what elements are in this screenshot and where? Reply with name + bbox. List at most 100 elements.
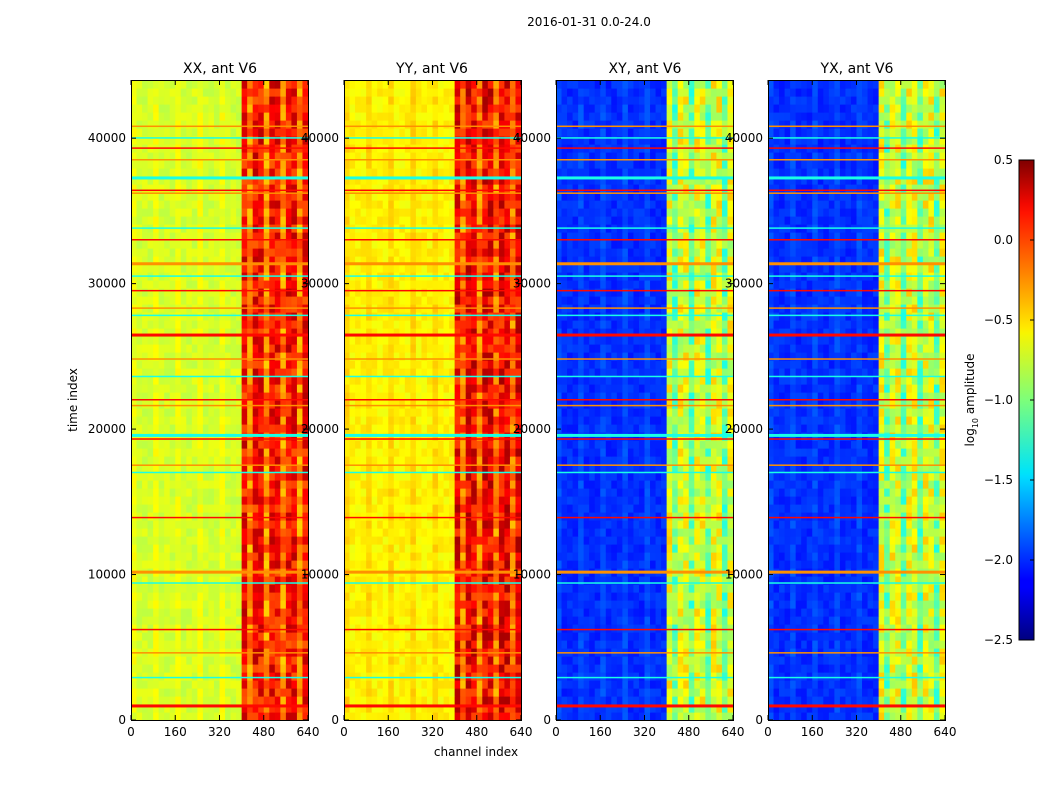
heatmap-cell: [366, 384, 373, 393]
heatmap-cell: [404, 384, 411, 393]
heatmap-cell: [371, 128, 378, 137]
heatmap-cell: [471, 248, 478, 257]
heatmap-cell: [393, 656, 400, 665]
heatmap-cell: [247, 328, 254, 337]
heatmap-cell: [197, 248, 204, 257]
heatmap-cell: [291, 296, 298, 305]
heatmap-cell: [438, 600, 445, 609]
heatmap-cell: [344, 384, 351, 393]
heatmap-cell: [443, 712, 450, 721]
heatmap-cell: [269, 528, 276, 537]
heatmap-cell: [410, 536, 417, 545]
heatmap-cell: [487, 240, 494, 249]
heatmap-cell: [291, 664, 298, 673]
heatmap-cell: [443, 600, 450, 609]
heatmap-cell: [377, 528, 384, 537]
heatmap-cell: [476, 656, 483, 665]
heatmap-cell: [136, 704, 143, 713]
heatmap-cell: [509, 240, 517, 249]
heatmap-cell: [421, 248, 428, 257]
heatmap-cell: [291, 240, 298, 249]
heatmap-cell: [426, 400, 434, 409]
heatmap-cell: [219, 544, 226, 553]
heatmap-cell: [236, 376, 243, 385]
heatmap-cell: [164, 400, 171, 409]
heatmap-cell: [202, 616, 210, 625]
heatmap-cell: [388, 200, 395, 209]
heatmap-cell: [377, 192, 384, 201]
heatmap-cell: [302, 528, 309, 537]
heatmap-cell: [366, 592, 373, 601]
heatmap-cell: [360, 456, 367, 465]
heatmap-cell: [147, 128, 154, 137]
heatmap-cell: [180, 616, 187, 625]
heatmap-cell: [213, 80, 221, 89]
heatmap-cell: [296, 672, 304, 681]
heatmap-cell: [136, 320, 143, 329]
heatmap-cell: [208, 584, 215, 593]
heatmap-cell: [136, 520, 143, 529]
heatmap-cell: [274, 424, 281, 433]
heatmap-cell: [147, 408, 154, 417]
heatmap-cell: [180, 624, 187, 633]
heatmap-cell: [465, 168, 472, 177]
heatmap-cell: [465, 544, 472, 553]
heatmap-cell: [186, 280, 193, 289]
heatmap-cell: [142, 96, 149, 105]
heatmap-cell: [153, 296, 160, 305]
heatmap-cell: [482, 336, 489, 345]
heatmap-cell: [366, 696, 373, 705]
heatmap-cell: [225, 592, 232, 601]
heatmap-cell: [482, 392, 489, 401]
heatmap-cell: [509, 176, 517, 185]
heatmap-cell: [175, 592, 182, 601]
heatmap-cell: [280, 352, 287, 361]
heatmap-cell: [136, 120, 143, 129]
heatmap-cell: [263, 256, 270, 265]
heatmap-cell: [355, 576, 362, 585]
heatmap-cell: [509, 480, 517, 489]
heatmap-cell: [180, 88, 187, 97]
heatmap-cell: [410, 288, 417, 297]
heatmap-cell: [191, 264, 198, 273]
heatmap-cell: [487, 128, 494, 137]
heatmap-cell: [285, 96, 293, 105]
heatmap-cell: [487, 480, 494, 489]
heatmap-cell: [225, 576, 232, 585]
heatmap-cell: [426, 584, 434, 593]
heatmap-cell: [131, 368, 138, 377]
heatmap-cell: [509, 384, 517, 393]
heatmap-cell: [471, 528, 478, 537]
heatmap-cell: [410, 128, 417, 137]
heatmap-cell: [230, 120, 237, 129]
heatmap-cell: [471, 232, 478, 241]
heatmap-cell: [280, 336, 287, 345]
heatmap-cell: [274, 288, 281, 297]
heatmap-cell: [366, 216, 373, 225]
heatmap-cell: [263, 408, 270, 417]
heatmap-cell: [241, 512, 248, 521]
heatmap-cell: [285, 384, 293, 393]
heatmap-cell: [344, 464, 351, 473]
heatmap-cell: [263, 472, 270, 481]
heatmap-cell: [344, 624, 351, 633]
heatmap-cell: [498, 592, 506, 601]
heatmap-cell: [291, 168, 298, 177]
heatmap-cell: [202, 680, 210, 689]
heatmap-cell: [236, 688, 243, 697]
heatmap-cell: [280, 600, 287, 609]
heatmap-cell: [131, 256, 138, 265]
heatmap-cell: [498, 232, 506, 241]
heatmap-cell: [498, 128, 506, 137]
heatmap-cell: [236, 616, 243, 625]
heatmap-cell: [197, 256, 204, 265]
heatmap-cell: [382, 264, 389, 273]
heatmap-cell: [432, 176, 439, 185]
heatmap-cell: [164, 104, 171, 113]
heatmap-cell: [186, 256, 193, 265]
heatmap-cell: [355, 608, 362, 617]
heatmap-cell: [258, 536, 265, 545]
heatmap-cell: [415, 256, 423, 265]
heatmap-cell: [263, 176, 270, 185]
heatmap-cell: [213, 256, 221, 265]
